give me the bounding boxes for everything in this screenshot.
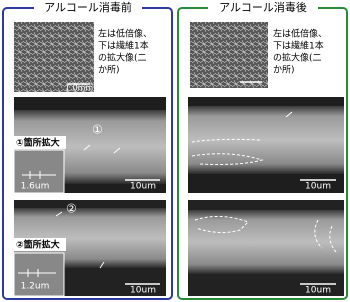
low-mag-image xyxy=(190,22,268,88)
low-mag-image xyxy=(14,22,94,92)
note-line: 左は低倍像、 xyxy=(273,28,327,40)
scale-label: 1.0mm xyxy=(65,84,94,93)
note-line: の拡大像(二 xyxy=(98,52,147,64)
note-line: 下は繊維1本 xyxy=(98,40,149,52)
note: 左は低倍像、 下は繊維1本 の拡大像(二 か所) xyxy=(273,28,327,76)
arrow xyxy=(285,111,293,118)
scale-label: 10um xyxy=(130,286,156,296)
title-bg xyxy=(34,1,142,15)
fiber xyxy=(188,210,344,274)
label-bg xyxy=(14,136,66,149)
marker: ② xyxy=(66,202,77,216)
inset-scale-bar xyxy=(18,269,56,277)
inset-scale-bar xyxy=(22,171,56,179)
note-line: か所) xyxy=(273,65,295,76)
scale-label: 10um xyxy=(305,182,331,192)
dashed-outline xyxy=(194,216,337,253)
inset xyxy=(13,252,65,297)
arrow xyxy=(83,144,121,154)
scale-label: 10um xyxy=(305,286,331,296)
inset xyxy=(13,149,65,194)
marker: ① xyxy=(92,123,103,137)
inset-scale-label: 1.2um xyxy=(21,282,50,292)
note-line: の拡大像(二 xyxy=(273,52,322,64)
inset-label: ②箇所拡大 xyxy=(16,239,60,251)
title-bg xyxy=(208,1,318,15)
dashed-outline xyxy=(191,138,264,165)
arrow xyxy=(55,211,105,269)
panel-title: アルコール消毒前 xyxy=(44,0,132,14)
scale-label: 10um xyxy=(130,182,156,192)
panel-title: アルコール消毒後 xyxy=(219,0,307,14)
note-line: 下は繊維1本 xyxy=(273,40,324,52)
label-bg xyxy=(14,238,66,251)
note-line: 左は低倍像、 xyxy=(98,28,152,40)
note-line: か所) xyxy=(98,65,120,76)
inset-scale-label: 1.6um xyxy=(21,182,50,192)
fiber xyxy=(188,106,344,174)
inset-label: ①箇所拡大 xyxy=(16,137,60,149)
note: 左は低倍像、 下は繊維1本 の拡大像(二 か所) xyxy=(98,28,152,76)
